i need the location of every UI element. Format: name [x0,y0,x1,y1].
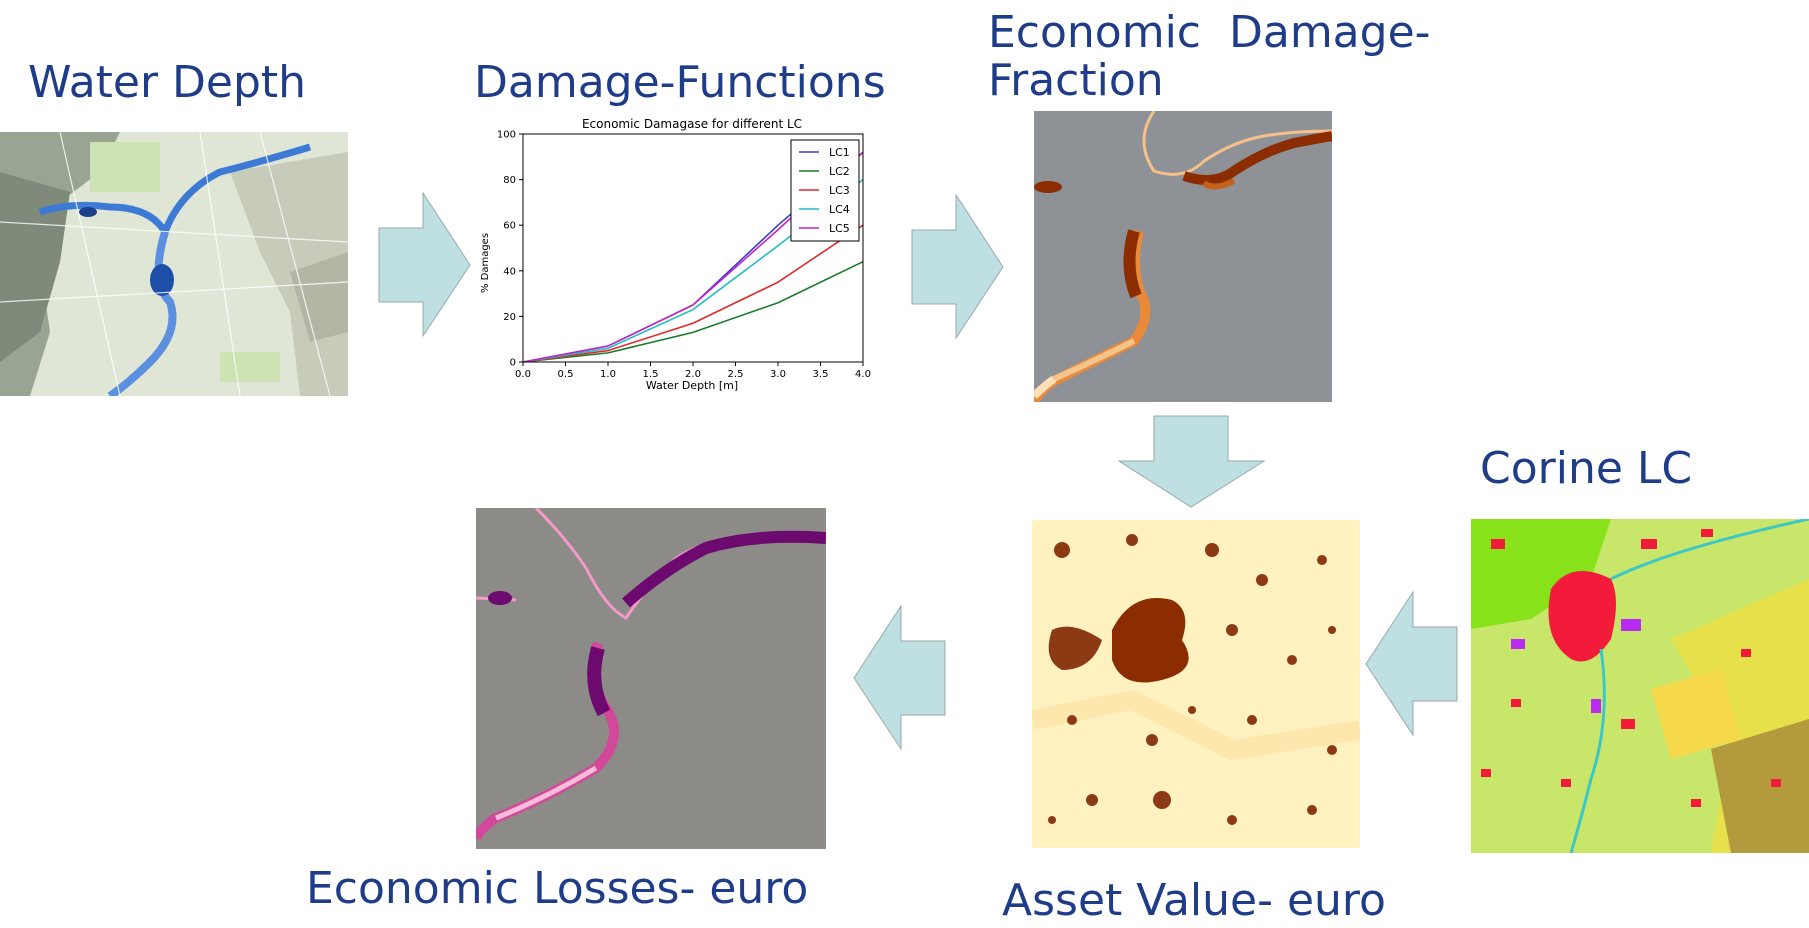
x-tick-label: 4.0 [855,369,871,380]
damage-fraction-map [1034,111,1332,402]
series-line-lc3 [522,224,864,363]
y-tick-label: 60 [503,221,516,232]
title-damage-fraction-line2: Fraction [988,55,1164,106]
arrow-left-1 [1364,591,1458,737]
economic-losses-map [476,508,826,849]
title-damage-functions: Damage-Functions [474,57,886,108]
y-tick-label: 100 [497,130,516,141]
legend-label: LC2 [829,165,850,178]
title-corine-lc: Corine LC [1480,443,1693,494]
title-economic-losses: Economic Losses- euro [306,863,809,914]
x-tick-label: 2.5 [728,369,744,380]
chart-ylabel: % Damages [480,233,491,293]
legend-label: LC1 [829,146,850,159]
y-tick-label: 0 [510,358,516,369]
chart-xlabel: Water Depth [m] [646,379,738,392]
legend-label: LC5 [829,222,850,235]
x-tick-label: 1.5 [643,369,659,380]
title-asset-value: Asset Value- euro [1002,875,1386,926]
x-tick-label: 2.0 [685,369,701,380]
damage-functions-chart: Economic Damagase for different LC Water… [478,112,878,402]
chart-legend [790,139,860,242]
y-tick-label: 20 [503,312,516,323]
chart-title: Economic Damagase for different LC [582,117,802,131]
x-tick-label: 3.5 [813,369,829,380]
y-tick-label: 80 [503,175,516,186]
legend-label: LC4 [829,203,850,216]
water-depth-map [0,132,348,396]
series-line-lc2 [522,260,864,363]
x-tick-label: 1.0 [600,369,616,380]
x-tick-label: 0.0 [515,369,531,380]
asset-value-map [1032,520,1360,848]
y-tick-label: 40 [503,266,516,277]
title-damage-fraction-line1: Economic Damage- [988,7,1431,58]
corine-lc-map [1471,519,1809,853]
arrow-left-2 [852,605,946,751]
x-tick-label: 3.0 [770,369,786,380]
x-tick-label: 0.5 [558,369,574,380]
legend-label: LC3 [829,184,850,197]
arrow-right-1 [378,192,472,338]
title-water-depth: Water Depth [28,57,307,108]
arrow-down [1118,415,1266,509]
arrow-right-2 [911,194,1005,340]
